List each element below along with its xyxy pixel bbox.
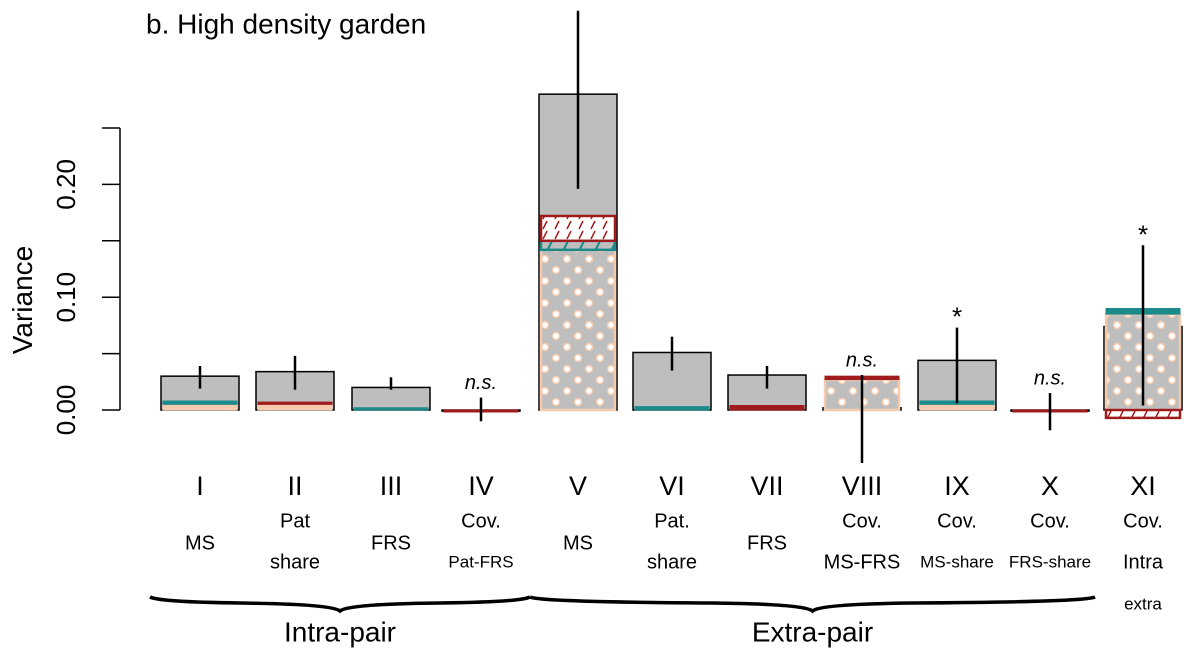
bar-segment [539, 239, 617, 252]
x-sublabel: MS [185, 532, 215, 554]
bar-segment [162, 400, 238, 405]
bar-segment [539, 214, 617, 243]
group-label: Extra-pair [752, 616, 873, 647]
x-sublabel: Intra [1123, 551, 1164, 573]
x-sublabel: Pat-FRS [448, 552, 513, 571]
chart-title: b. High density garden [146, 8, 426, 39]
x-sublabel: Pat [280, 510, 310, 532]
y-axis-label: Variance [7, 246, 38, 354]
bar-segment [634, 406, 710, 411]
x-sublabel: MS-share [920, 552, 994, 571]
bar-segment [257, 401, 333, 405]
x-tick-label: X [1041, 471, 1059, 501]
x-tick-label: V [569, 471, 587, 501]
bar-segment [257, 403, 333, 411]
bar-segment [162, 403, 238, 411]
x-tick-label: III [380, 471, 403, 501]
x-sublabel: Pat. [654, 510, 690, 532]
group-brace [149, 595, 531, 614]
significance-marker: n.s. [1034, 367, 1066, 389]
group-brace [529, 595, 1096, 614]
x-sublabel: Cov. [1030, 510, 1070, 532]
x-tick-label: VI [659, 471, 685, 501]
x-tick-label: I [196, 471, 204, 501]
x-tick-label: IX [944, 471, 970, 501]
x-tick-label: XI [1130, 471, 1156, 501]
bar-segment [539, 248, 617, 412]
y-tick-label: 0.20 [51, 159, 81, 210]
x-tick-label: VIII [842, 471, 883, 501]
x-sublabel: MS-FRS [824, 551, 901, 573]
x-tick-label: VII [750, 471, 783, 501]
y-tick-label: 0.00 [51, 385, 81, 436]
x-sublabel: extra [1124, 594, 1162, 613]
bar [351, 386, 431, 411]
x-sublabel: Cov. [842, 510, 882, 532]
bar-segment [919, 403, 995, 411]
group-label: Intra-pair [284, 616, 396, 647]
significance-marker: * [1138, 219, 1148, 249]
bar-segment [353, 407, 429, 411]
x-sublabel: Cov. [461, 510, 501, 532]
x-sublabel: FRS-share [1009, 552, 1091, 571]
x-tick-label: IV [468, 471, 494, 501]
significance-marker: * [952, 302, 962, 332]
x-tick-label: II [287, 471, 302, 501]
x-sublabel: FRS [371, 532, 411, 554]
x-sublabel: share [270, 551, 320, 573]
significance-marker: n.s. [465, 372, 497, 394]
x-sublabel: MS [563, 532, 593, 554]
y-tick-label: 0.10 [51, 272, 81, 323]
x-sublabel: Cov. [937, 510, 977, 532]
x-sublabel: share [647, 551, 697, 573]
significance-marker: n.s. [846, 349, 878, 371]
bar-segment [1104, 408, 1182, 420]
x-sublabel: FRS [747, 532, 787, 554]
bar-segment [729, 404, 805, 411]
x-sublabel: Cov. [1123, 510, 1163, 532]
